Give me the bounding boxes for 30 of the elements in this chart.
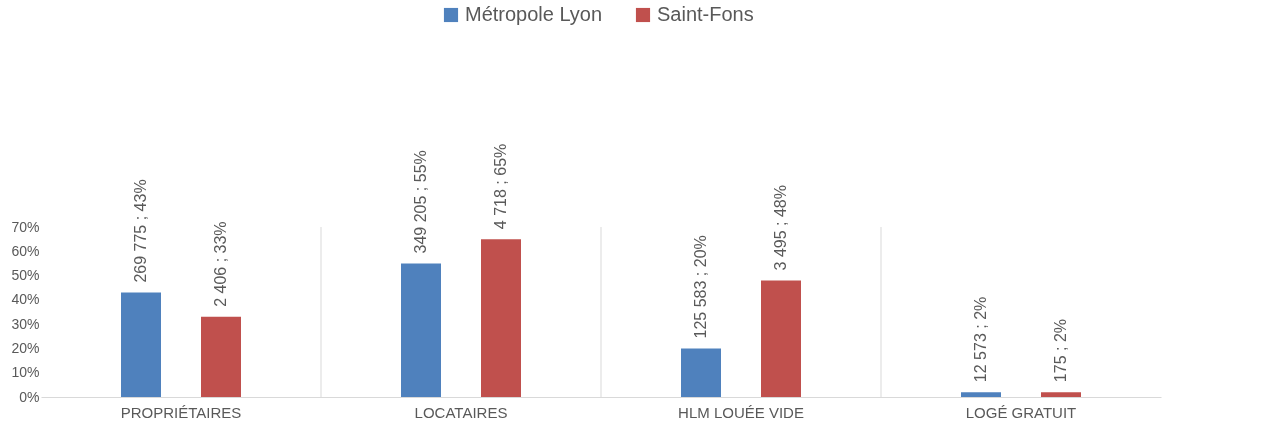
y-tick-label: 50% <box>11 267 40 284</box>
bar <box>401 263 441 397</box>
x-tick-label: LOCATAIRES <box>414 403 508 421</box>
y-tick-label: 40% <box>11 291 40 308</box>
y-tick-label: 30% <box>11 315 40 332</box>
y-tick-label: 10% <box>11 364 40 381</box>
bar <box>1041 392 1081 397</box>
x-tick-label: HLM LOUÉE VIDE <box>678 403 804 421</box>
x-tick-label: PROPRIÉTAIRES <box>120 403 242 421</box>
data-label: 2 406 ; 33% <box>212 221 229 307</box>
bar <box>681 348 721 397</box>
bar <box>481 239 521 397</box>
x-tick-label: LOGÉ GRATUIT <box>965 403 1077 421</box>
data-label: 4 718 ; 65% <box>492 143 509 230</box>
legend-label: Saint-Fons <box>657 3 754 25</box>
bar <box>961 392 1001 397</box>
data-label: 3 495 ; 48% <box>772 185 789 271</box>
legend-label: Métropole Lyon <box>465 3 603 25</box>
data-label: 125 583 ; 20% <box>692 235 709 339</box>
y-tick-label: 20% <box>11 339 40 356</box>
data-label: 349 205 ; 55% <box>412 150 429 254</box>
data-label: 175 ; 2% <box>1052 318 1069 383</box>
y-tick-label: 60% <box>11 242 40 259</box>
data-label: 269 775 ; 43% <box>132 179 149 283</box>
bar <box>121 292 161 397</box>
bar <box>201 316 241 397</box>
bar <box>761 280 801 397</box>
y-tick-label: 0% <box>19 388 40 405</box>
data-label: 12 573 ; 2% <box>972 296 989 383</box>
y-tick-label: 70% <box>11 218 40 235</box>
